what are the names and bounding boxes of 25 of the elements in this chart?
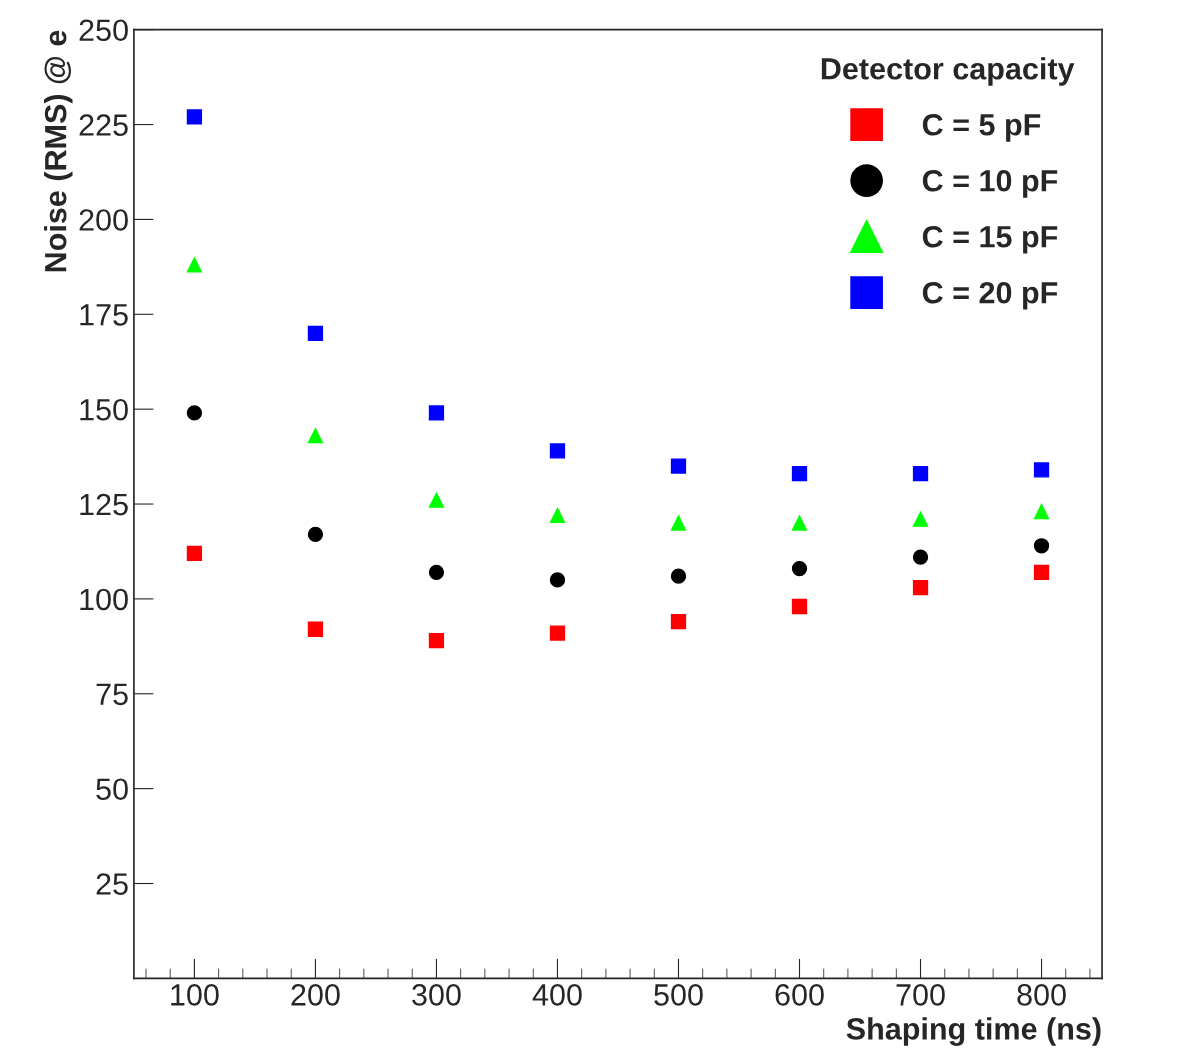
y-tick-label: 50	[96, 778, 128, 801]
legend-label: C = 15 pF	[922, 225, 1058, 254]
x-tick-label: 400	[532, 984, 582, 1006]
legend-label: C = 10 pF	[922, 169, 1058, 198]
y-tick-label: 125	[80, 493, 128, 516]
y-tick-label: 150	[80, 398, 128, 421]
x-tick-label: 300	[412, 984, 461, 1006]
x-axis-title: Shaping time (ns)	[846, 1017, 1101, 1046]
y-tick-label: 175	[80, 304, 128, 326]
x-tick-label: 600	[775, 984, 824, 1006]
x-tick-label: 500	[654, 984, 703, 1006]
y-tick-label: 25	[96, 873, 128, 895]
x-tick-label: 700	[896, 984, 945, 1006]
y-tick-label: 100	[80, 588, 128, 611]
legend-label: C = 20 pF	[922, 281, 1058, 310]
x-tick-label: 100	[171, 984, 219, 1006]
y-tick-label: 75	[96, 683, 128, 706]
y-tick-label: 200	[79, 209, 128, 231]
legend-label: C = 5 pF	[922, 113, 1041, 142]
y-tick-label: 250	[79, 19, 128, 42]
y-axis-title: Noise (RMS) @ e	[44, 30, 73, 272]
legend-title: Detector capacity	[821, 57, 1075, 86]
x-tick-label: 200	[291, 984, 340, 1006]
x-tick-label: 800	[1017, 984, 1066, 1006]
y-tick-label: 225	[79, 114, 128, 136]
